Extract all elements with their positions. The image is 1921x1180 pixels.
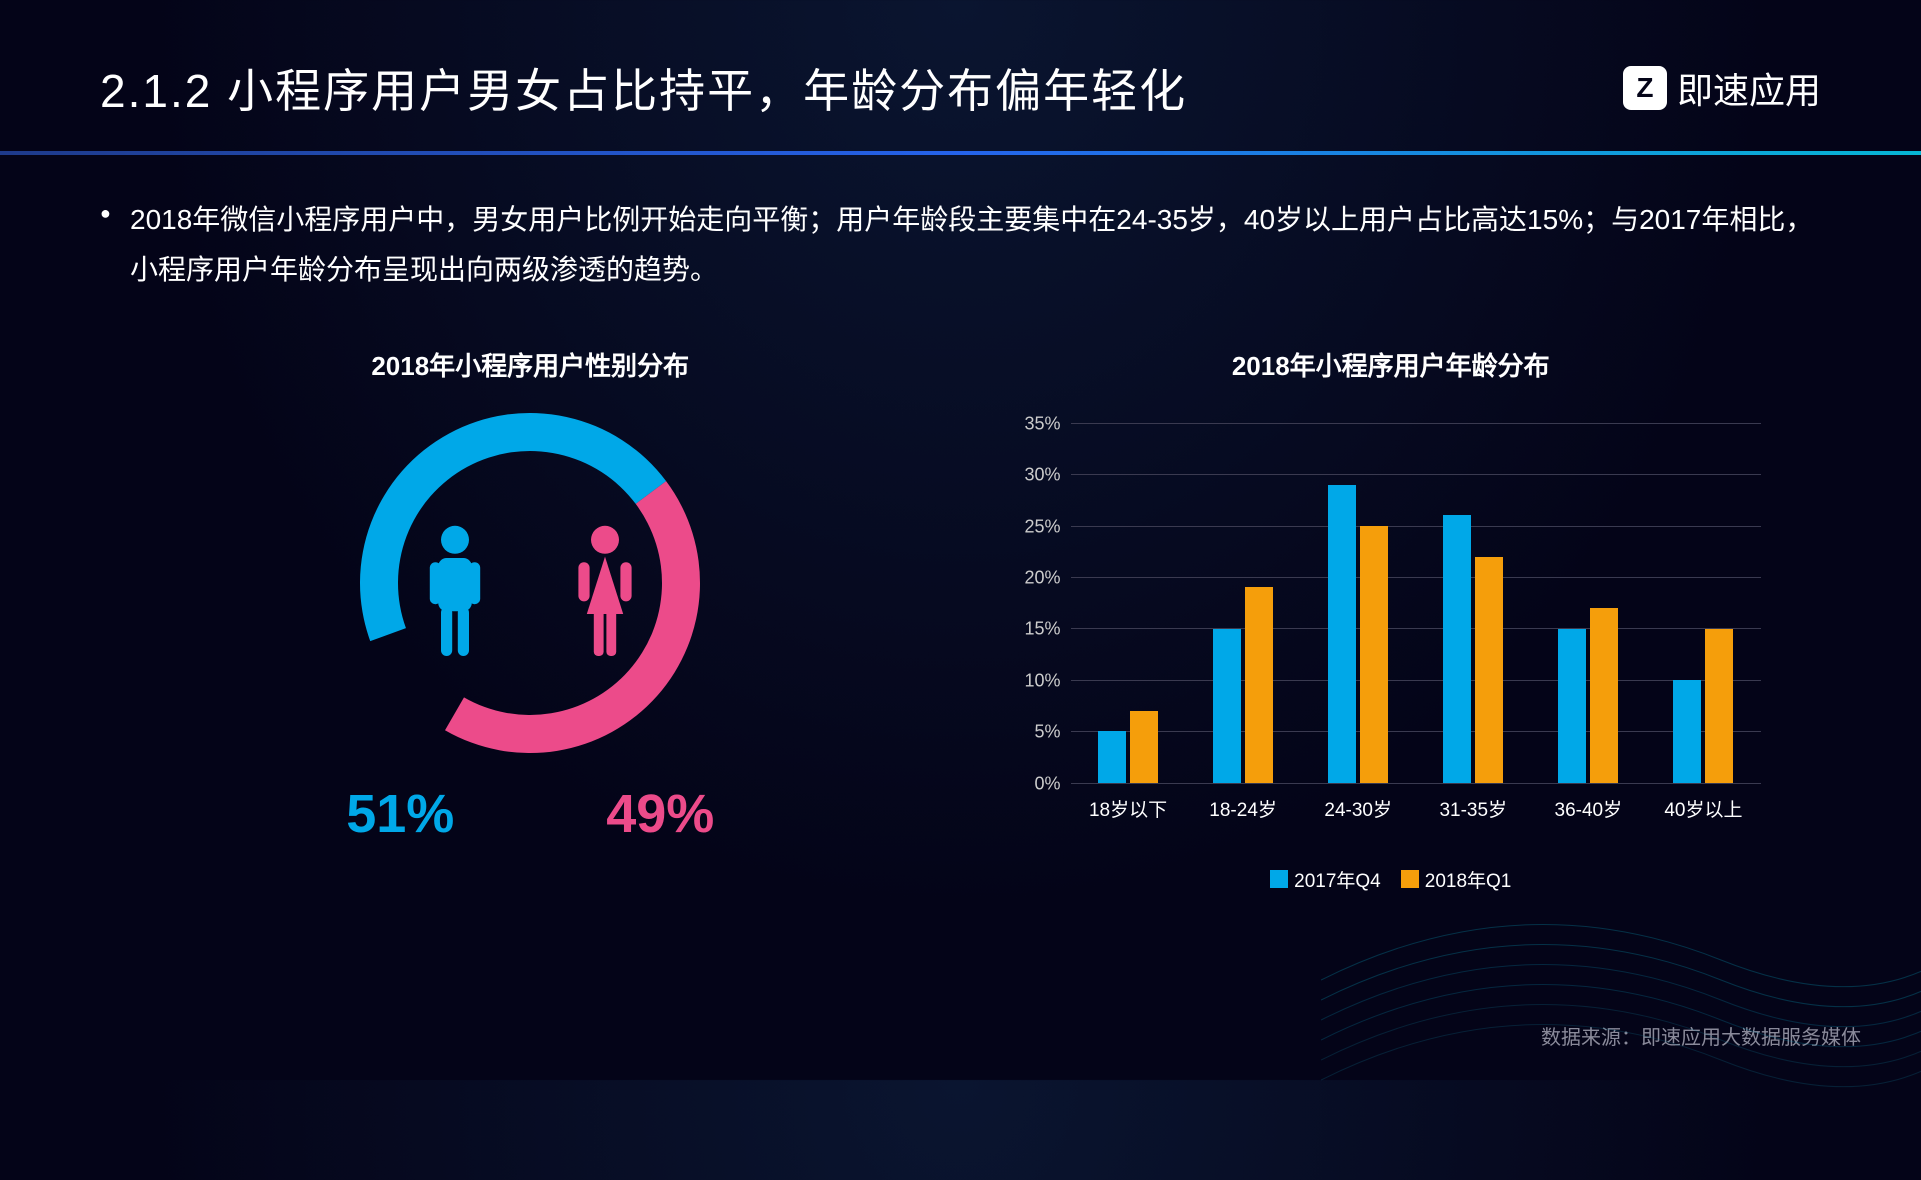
gender-chart: 51% 49% xyxy=(140,413,921,893)
data-source-footer: 数据来源：即速应用大数据服务媒体 xyxy=(1541,1021,1861,1050)
bar xyxy=(1443,515,1471,782)
x-axis-label: 36-40岁 xyxy=(1555,795,1623,822)
bar xyxy=(1705,629,1733,783)
bar-group: 18岁以下 xyxy=(1071,423,1186,783)
y-axis-label: 15% xyxy=(1011,619,1061,640)
x-axis-label: 31-35岁 xyxy=(1439,795,1507,822)
female-icon xyxy=(570,523,650,668)
gauge-wrap xyxy=(270,413,790,753)
gender-chart-block: 2018年小程序用户性别分布 51% 49% xyxy=(140,346,921,893)
bar xyxy=(1590,608,1618,783)
x-axis-label: 18岁以下 xyxy=(1089,795,1167,822)
bar xyxy=(1558,629,1586,783)
bar xyxy=(1130,711,1158,783)
gender-labels: 51% 49% xyxy=(270,783,790,845)
legend-item: 2018年Q1 xyxy=(1401,866,1512,893)
bar xyxy=(1098,731,1126,782)
summary-bullet: 2018年微信小程序用户中，男女用户比例开始走向平衡；用户年龄段主要集中在24-… xyxy=(100,195,1821,296)
gender-chart-title: 2018年小程序用户性别分布 xyxy=(140,346,921,383)
bar-plot-area: 0%5%10%15%20%25%30%35%18岁以下18-24岁24-30岁3… xyxy=(1071,423,1762,783)
y-axis-label: 35% xyxy=(1011,413,1061,434)
age-chart-block: 2018年小程序用户年龄分布 0%5%10%15%20%25%30%35%18岁… xyxy=(1001,346,1782,893)
header: 2.1.2 小程序用户男女占比持平，年龄分布偏年轻化 Z 即速应用 xyxy=(0,0,1921,151)
age-bar-chart: 0%5%10%15%20%25%30%35%18岁以下18-24岁24-30岁3… xyxy=(1001,413,1782,893)
y-axis-label: 30% xyxy=(1011,465,1061,486)
gridline: 0% xyxy=(1071,783,1762,784)
x-axis-label: 18-24岁 xyxy=(1209,795,1277,822)
bar-group: 31-35岁 xyxy=(1416,423,1531,783)
bar xyxy=(1360,526,1388,783)
brand-logo: Z 即速应用 xyxy=(1623,62,1821,114)
x-axis-label: 24-30岁 xyxy=(1324,795,1392,822)
female-percent-label: 49% xyxy=(606,783,714,845)
bar-group: 36-40岁 xyxy=(1531,423,1646,783)
y-axis-label: 20% xyxy=(1011,568,1061,589)
x-axis-label: 40岁以上 xyxy=(1664,795,1742,822)
logo-text: 即速应用 xyxy=(1677,62,1821,114)
gauge-svg xyxy=(270,413,790,753)
bar xyxy=(1673,680,1701,783)
age-chart-title: 2018年小程序用户年龄分布 xyxy=(1001,346,1782,383)
y-axis-label: 10% xyxy=(1011,670,1061,691)
male-icon xyxy=(420,523,500,668)
charts-row: 2018年小程序用户性别分布 51% 49% 2018年小程序用户年龄分布 xyxy=(100,346,1821,893)
bars-area: 18岁以下18-24岁24-30岁31-35岁36-40岁40岁以上 xyxy=(1071,423,1762,783)
page-title: 2.1.2 小程序用户男女占比持平，年龄分布偏年轻化 xyxy=(100,55,1187,121)
y-axis-label: 5% xyxy=(1011,722,1061,743)
male-percent-label: 51% xyxy=(346,783,454,845)
bar-group: 40岁以上 xyxy=(1646,423,1761,783)
y-axis-label: 25% xyxy=(1011,516,1061,537)
bar-group: 18-24岁 xyxy=(1186,423,1301,783)
bar-group: 24-30岁 xyxy=(1301,423,1416,783)
legend-label: 2018年Q1 xyxy=(1425,866,1512,893)
logo-icon: Z xyxy=(1623,66,1667,110)
legend-label: 2017年Q4 xyxy=(1294,866,1381,893)
legend-swatch xyxy=(1401,870,1419,888)
y-axis-label: 0% xyxy=(1011,773,1061,794)
legend-swatch xyxy=(1270,870,1288,888)
bar xyxy=(1328,485,1356,783)
legend-item: 2017年Q4 xyxy=(1270,866,1381,893)
bar-legend: 2017年Q4 2018年Q1 xyxy=(1001,866,1782,893)
bar xyxy=(1245,587,1273,782)
content: 2018年微信小程序用户中，男女用户比例开始走向平衡；用户年龄段主要集中在24-… xyxy=(0,155,1921,933)
bar xyxy=(1475,557,1503,783)
bar xyxy=(1213,629,1241,783)
